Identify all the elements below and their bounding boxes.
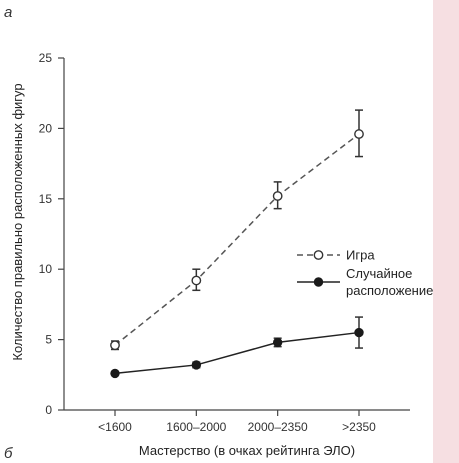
x-tick-label: >2350	[342, 420, 376, 434]
x-axis-title: Мастерство (в очках рейтинга ЭЛО)	[139, 443, 355, 458]
x-tick-label: 1600–2000	[166, 420, 226, 434]
panel-letter-a: а	[4, 4, 13, 21]
legend-random-label-line: расположение	[346, 283, 433, 298]
x-tick-label: <1600	[98, 420, 132, 434]
x-ticks: <1600 1600–2000 2000–2350 >2350	[98, 410, 376, 434]
data-point	[191, 360, 202, 370]
y-tick-label: 15	[39, 192, 53, 206]
data-point	[272, 337, 283, 348]
x-tick-label: 2000–2350	[248, 420, 308, 434]
page-edge-strip	[433, 0, 459, 463]
y-tick-label: 10	[39, 262, 53, 276]
data-point	[272, 191, 283, 201]
chart-legend: Игра Случайное расположение	[297, 248, 433, 298]
legend-random-marker	[313, 277, 324, 287]
data-point	[110, 340, 120, 351]
y-tick-label: 0	[45, 403, 52, 417]
data-point	[191, 275, 202, 286]
y-tick-label: 25	[39, 51, 53, 65]
y-axis-title: Количество правильно расположенных фигур	[10, 83, 25, 360]
chart-axes	[63, 58, 410, 411]
series-line	[114, 133, 360, 346]
legend-random-label-line: Случайное	[346, 266, 412, 281]
y-tick-label: 20	[39, 121, 53, 135]
data-point	[354, 129, 364, 139]
legend-game-marker	[313, 250, 324, 260]
data-point	[354, 327, 364, 338]
series-random	[110, 316, 364, 379]
series-game	[110, 109, 364, 351]
legend-game-label: Игра	[346, 248, 375, 263]
data-point	[110, 368, 120, 379]
legend-random-label: Случайное расположение	[346, 266, 433, 298]
series-layer	[110, 109, 364, 379]
series-line	[114, 331, 360, 375]
y-tick-label: 5	[45, 333, 52, 347]
y-ticks: 0 5 10 15 20 25	[39, 51, 64, 417]
panel-letter-b: б	[4, 445, 13, 462]
